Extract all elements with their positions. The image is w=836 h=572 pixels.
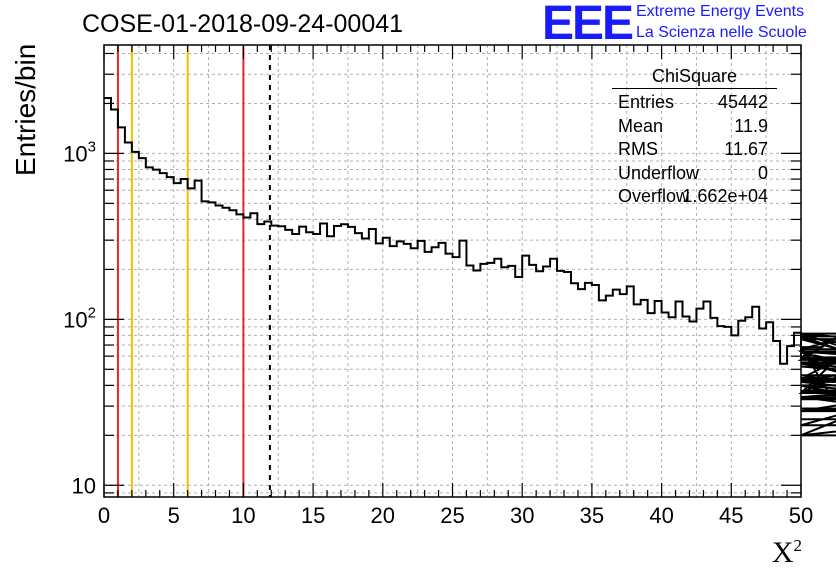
y-tick-label: 103 <box>63 138 96 166</box>
stat-row-entries: Entries 45442 <box>612 91 780 115</box>
stat-value: 11.9 <box>734 115 768 136</box>
x-tick-label: 5 <box>168 503 180 528</box>
stat-name: RMS <box>618 139 658 159</box>
logo-line-1: Extreme Energy Events <box>636 3 805 20</box>
x-tick-label: 40 <box>649 503 673 528</box>
y-tick-label-exponent: 2 <box>88 304 96 321</box>
stats-box: ChiSquare Entries 45442 Mean 11.9 RMS 11… <box>612 66 780 209</box>
x-tick-label: 30 <box>510 503 534 528</box>
logo-line-2: La Scienza nelle Scuole <box>636 24 807 41</box>
x-axis-label-sup: 2 <box>793 536 803 555</box>
chart-title: COSE-01-2018-09-24-00041 <box>82 10 404 38</box>
stat-row-rms: RMS 11.67 <box>612 138 780 162</box>
stat-name: Underflow <box>618 162 700 183</box>
stat-name: Entries <box>618 92 675 112</box>
stat-row-mean: Mean 11.9 <box>612 115 780 139</box>
y-tick-label-exponent: 3 <box>88 138 96 155</box>
stat-value: 1.662e+04 <box>682 186 768 206</box>
y-tick-label-base: 10 <box>63 141 87 166</box>
histogram-series <box>104 97 836 437</box>
x-axis-label-text: X <box>771 536 794 569</box>
x-tick-label: 20 <box>371 503 395 528</box>
stats-title: ChiSquare <box>612 66 777 89</box>
y-tick-label-base: 10 <box>63 307 87 332</box>
x-tick-label: 25 <box>440 503 464 528</box>
stat-name: Mean <box>618 115 664 136</box>
x-tick-label: 35 <box>580 503 604 528</box>
x-tick-label: 0 <box>98 503 110 528</box>
x-tick-label: 10 <box>231 503 255 528</box>
reference-lines <box>116 45 271 497</box>
stat-row-underflow: Underflow 0 <box>612 162 780 186</box>
stat-value: 11.67 <box>724 139 768 159</box>
y-tick-label: 10 <box>72 473 96 498</box>
y-tick-label: 102 <box>63 304 96 332</box>
grid-lines <box>104 45 801 497</box>
stat-value: 0 <box>757 162 768 183</box>
y-axis-label: Entries/bin <box>10 43 41 176</box>
x-tick-label: 45 <box>719 503 743 528</box>
stat-row-overflow: Overflow 1.662e+04 <box>612 185 780 209</box>
x-tick-label: 15 <box>301 503 325 528</box>
x-axis-label: X2 <box>772 536 802 570</box>
stat-value: 45442 <box>717 92 768 112</box>
x-tick-label: 50 <box>789 503 813 528</box>
stat-name: Overflow <box>618 186 690 206</box>
eee-logo: EEE <box>542 0 634 50</box>
